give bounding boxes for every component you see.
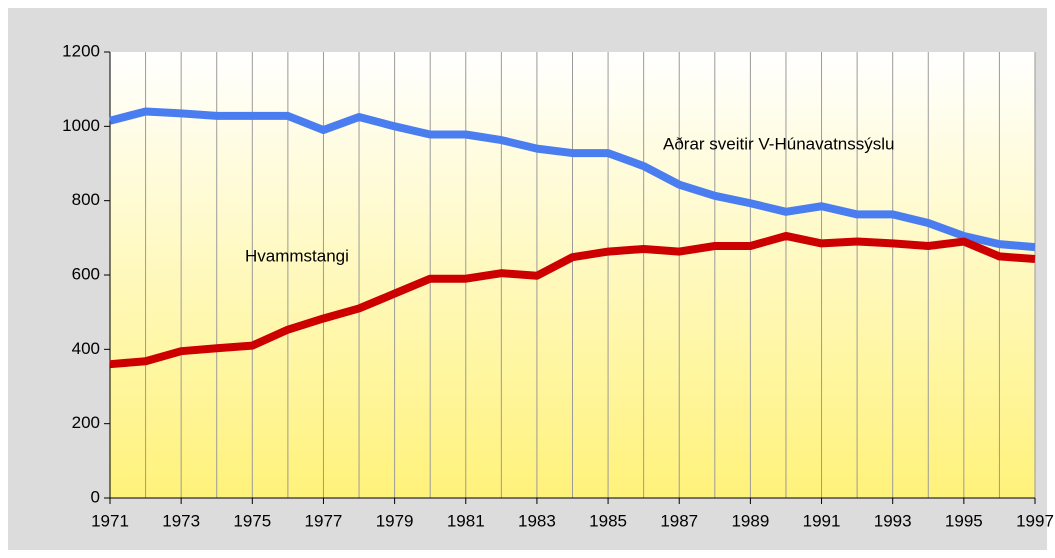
x-tick-label: 1997	[1016, 511, 1054, 530]
y-tick-label: 600	[72, 264, 100, 283]
x-tick-label: 1975	[233, 511, 271, 530]
x-tick-label: 1973	[162, 511, 200, 530]
y-tick-label: 1000	[62, 116, 100, 135]
x-tick-label: 1981	[447, 511, 485, 530]
y-tick-label: 200	[72, 413, 100, 432]
y-tick-label: 400	[72, 339, 100, 358]
x-tick-label: 1993	[874, 511, 912, 530]
series-line	[109, 231, 1036, 369]
x-tick-label: 1995	[945, 511, 983, 530]
x-tick-label: 1991	[803, 511, 841, 530]
y-tick-label: 1200	[62, 41, 100, 60]
x-tick-label: 1987	[660, 511, 698, 530]
x-tick-label: 1971	[91, 511, 129, 530]
y-tick-label: 800	[72, 190, 100, 209]
series-line	[108, 107, 1036, 252]
series-label: Hvammstangi	[245, 246, 349, 265]
x-tick-label: 1977	[305, 511, 343, 530]
x-tick-label: 1983	[518, 511, 556, 530]
x-tick-label: 1979	[376, 511, 414, 530]
y-tick-label: 0	[91, 487, 100, 506]
x-tick-label: 1985	[589, 511, 627, 530]
x-tick-label: 1989	[731, 511, 769, 530]
series-label: Aðrar sveitir V-Húnavatnssýslu	[663, 134, 894, 153]
